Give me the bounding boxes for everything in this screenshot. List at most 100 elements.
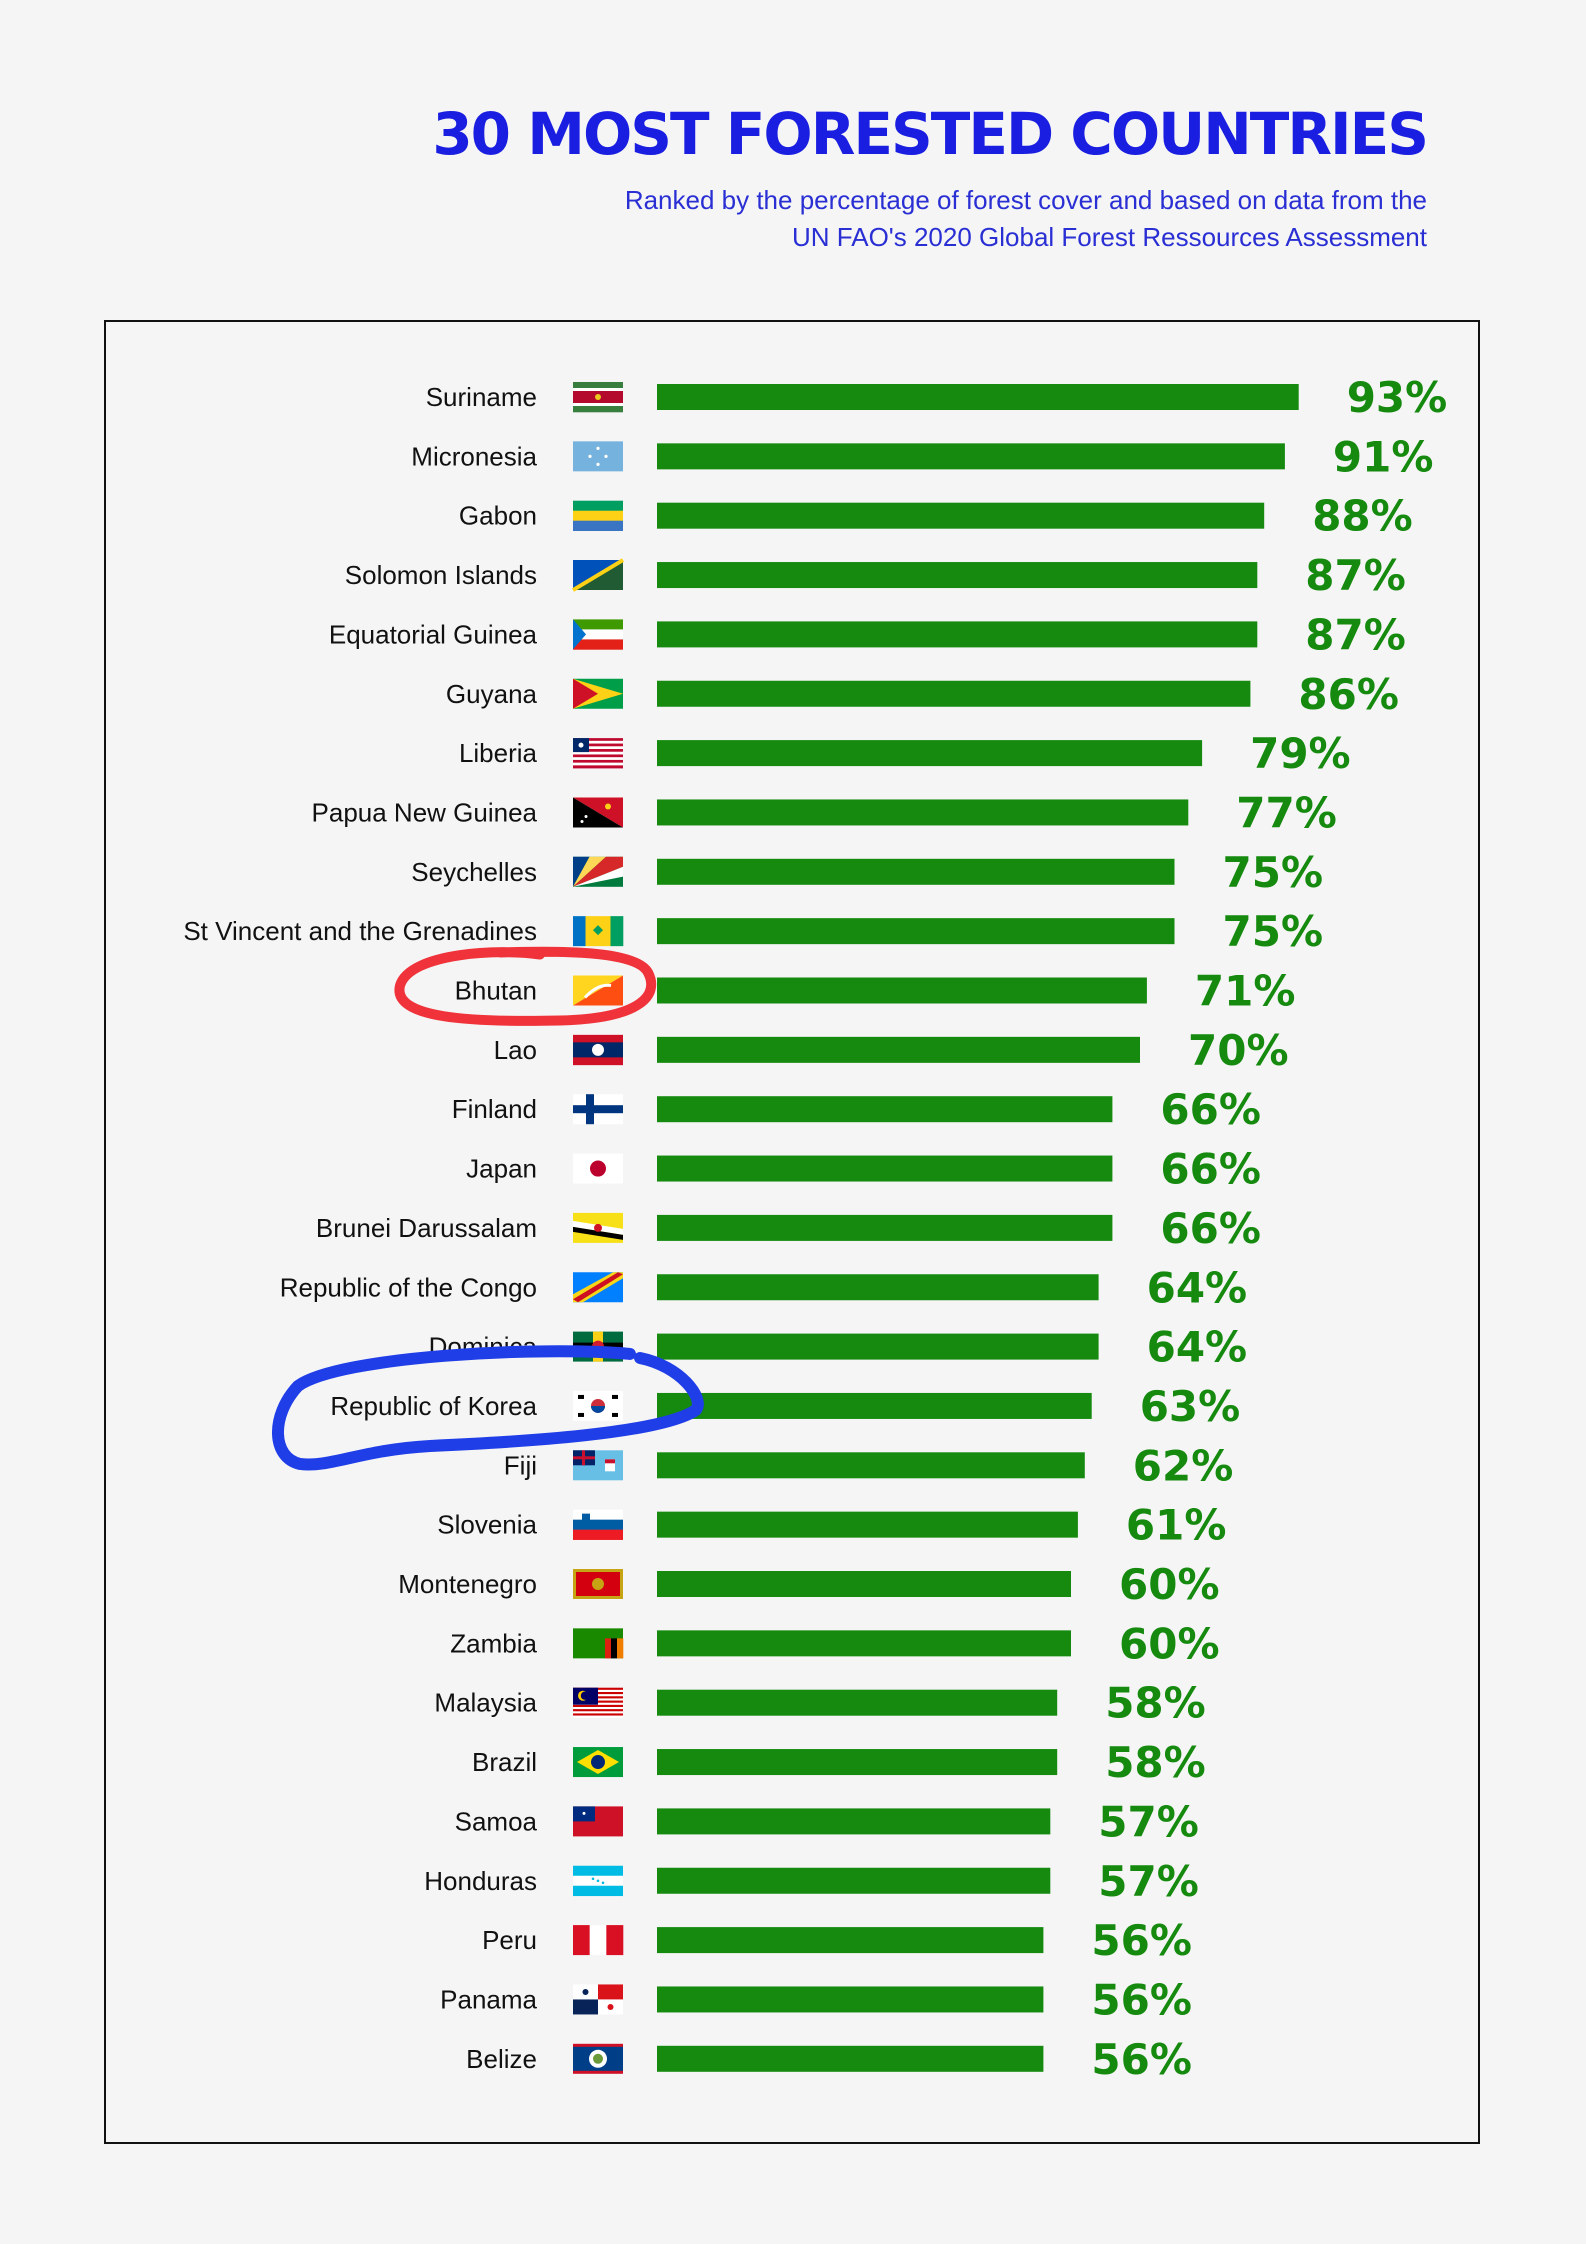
- country-label: Finland: [452, 1094, 537, 1124]
- blue-highlight-circle: [272, 1345, 704, 1471]
- slovenia-flag: [573, 1509, 623, 1540]
- bar: [657, 1927, 1044, 1954]
- country-label: Seychelles: [411, 857, 537, 887]
- honduras-flag: [573, 1865, 623, 1897]
- bhutan-flag: [573, 975, 623, 1006]
- bar: [657, 918, 1175, 945]
- brunei-flag: [573, 1212, 623, 1243]
- suriname-flag: [573, 382, 623, 413]
- value-label: 87%: [1305, 551, 1406, 600]
- bar: [657, 1630, 1071, 1657]
- country-label: Belize: [466, 2044, 537, 2074]
- st-vincent-flag: [573, 916, 624, 947]
- country-label: St Vincent and the Grenadines: [183, 916, 537, 946]
- chart-title: 30 MOST FORESTED COUNTRIES: [432, 100, 1429, 168]
- value-label: 61%: [1126, 1501, 1227, 1550]
- country-label: Guyana: [446, 679, 538, 709]
- country-label: Suriname: [426, 382, 537, 412]
- bar: [657, 1452, 1085, 1479]
- bar: [657, 1689, 1058, 1716]
- value-label: 70%: [1188, 1026, 1289, 1075]
- country-label: Slovenia: [437, 1510, 537, 1540]
- value-label: 75%: [1223, 907, 1324, 956]
- value-label: 66%: [1160, 1204, 1261, 1253]
- country-label: Montenegro: [398, 1569, 537, 1599]
- bar: [657, 1155, 1113, 1182]
- value-label: 62%: [1133, 1441, 1234, 1490]
- bar: [657, 680, 1251, 707]
- bar: [657, 1986, 1044, 2013]
- country-label: Malaysia: [434, 1688, 537, 1718]
- bar: [657, 2045, 1044, 2072]
- panama-flag: [573, 1984, 623, 2015]
- samoa-flag: [573, 1806, 623, 1837]
- value-label: 57%: [1098, 1857, 1199, 1906]
- bar: [657, 562, 1258, 589]
- chart-frame: [104, 320, 1480, 2144]
- value-label: 58%: [1105, 1679, 1206, 1728]
- value-label: 56%: [1091, 1975, 1192, 2024]
- bar: [657, 1867, 1051, 1894]
- country-label: Equatorial Guinea: [329, 619, 538, 649]
- value-label: 93%: [1347, 373, 1448, 422]
- country-label: Fiji: [504, 1450, 537, 1480]
- country-label: Republic of Korea: [330, 1391, 537, 1421]
- value-label: 60%: [1119, 1619, 1220, 1668]
- lao-flag: [573, 1034, 623, 1066]
- peru-flag: [573, 1925, 624, 1956]
- country-label: Gabon: [459, 501, 537, 531]
- subtitle-line-1: Ranked by the percentage of forest cover…: [624, 185, 1427, 215]
- country-label: Lao: [494, 1035, 537, 1065]
- country-label: Panama: [440, 1984, 537, 2014]
- bar: [657, 1333, 1099, 1360]
- value-label: 64%: [1147, 1263, 1248, 1312]
- japan-flag: [573, 1153, 623, 1184]
- finland-flag: [573, 1094, 623, 1125]
- seychelles-flag: [573, 856, 623, 887]
- value-label: 87%: [1305, 610, 1406, 659]
- value-label: 77%: [1236, 788, 1337, 837]
- country-label: Brunei Darussalam: [316, 1213, 537, 1243]
- value-label: 56%: [1091, 2035, 1192, 2084]
- liberia-flag: [573, 738, 623, 769]
- country-label: Republic of the Congo: [280, 1272, 537, 1302]
- zambia-flag: [573, 1628, 624, 1659]
- value-label: 91%: [1333, 432, 1434, 481]
- micronesia-flag: [573, 441, 623, 472]
- bar: [657, 1571, 1071, 1597]
- value-label: 60%: [1119, 1560, 1220, 1609]
- montenegro-flag: [573, 1569, 623, 1599]
- korea-flag: [573, 1390, 623, 1421]
- congo-flag: [573, 1272, 623, 1303]
- value-label: 64%: [1147, 1323, 1248, 1372]
- value-label: 63%: [1140, 1382, 1241, 1431]
- value-label: 56%: [1091, 1916, 1192, 1965]
- bar: [657, 858, 1175, 885]
- bar: [657, 384, 1299, 410]
- value-label: 79%: [1250, 729, 1351, 778]
- brazil-flag: [573, 1747, 623, 1778]
- country-label: Japan: [466, 1154, 537, 1184]
- value-label: 71%: [1195, 967, 1296, 1016]
- bar: [657, 1511, 1078, 1538]
- value-label: 88%: [1312, 492, 1413, 541]
- bar: [657, 502, 1265, 529]
- bar: [657, 1749, 1058, 1776]
- bar: [657, 1096, 1113, 1123]
- country-label: Papua New Guinea: [312, 797, 538, 827]
- bar: [657, 621, 1258, 648]
- red-highlight-circle: [394, 946, 657, 1026]
- country-label: Solomon Islands: [345, 560, 537, 590]
- country-label: Zambia: [450, 1628, 537, 1658]
- bar: [657, 1214, 1113, 1241]
- value-label: 66%: [1160, 1085, 1261, 1134]
- country-label: Honduras: [424, 1866, 537, 1896]
- country-label: Liberia: [459, 738, 538, 768]
- bar: [657, 977, 1147, 1004]
- bar: [657, 1036, 1140, 1063]
- gabon-flag: [573, 500, 623, 531]
- bar: [657, 799, 1189, 826]
- value-label: 57%: [1098, 1797, 1199, 1846]
- subtitle-line-2: UN FAO's 2020 Global Forest Ressources A…: [792, 222, 1427, 252]
